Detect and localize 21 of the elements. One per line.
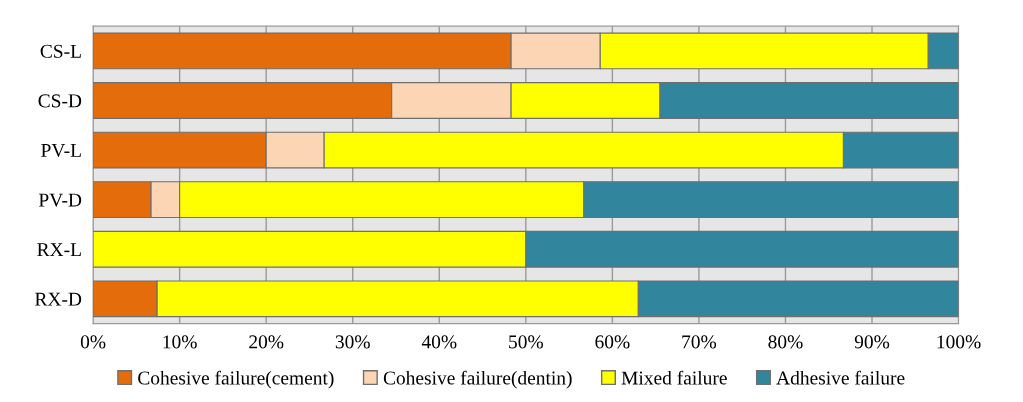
legend-label: Adhesive failure (776, 370, 905, 385)
x-tick-label: 10% (163, 335, 197, 349)
legend-label: Cohesive failure(cement) (138, 370, 334, 389)
x-tick-label: 40% (421, 335, 457, 349)
y-tick-label: PV-D (38, 193, 82, 207)
x-tick-label: 70% (682, 335, 717, 349)
x-tick-label: 50% (509, 335, 543, 349)
x-tick-label: 30% (335, 335, 370, 349)
legend-label: Cohesive failure(dentin) (383, 370, 572, 389)
y-tick-label: CS-L (40, 44, 81, 58)
x-tick-label: 100% (937, 335, 981, 349)
x-tick-label: 20% (249, 335, 284, 349)
y-tick-label: RX-D (35, 292, 82, 306)
y-tick-label: RX-L (37, 243, 81, 256)
y-tick-label: PV-L (41, 144, 81, 158)
x-tick-label: 90% (854, 335, 890, 349)
x-tick-label: 0% (80, 335, 106, 349)
x-tick-label: 60% (595, 335, 630, 349)
y-tick-label: CS-D (38, 94, 82, 108)
legend-label: Mixed failure (621, 370, 727, 385)
x-tick-label: 80% (768, 335, 803, 349)
